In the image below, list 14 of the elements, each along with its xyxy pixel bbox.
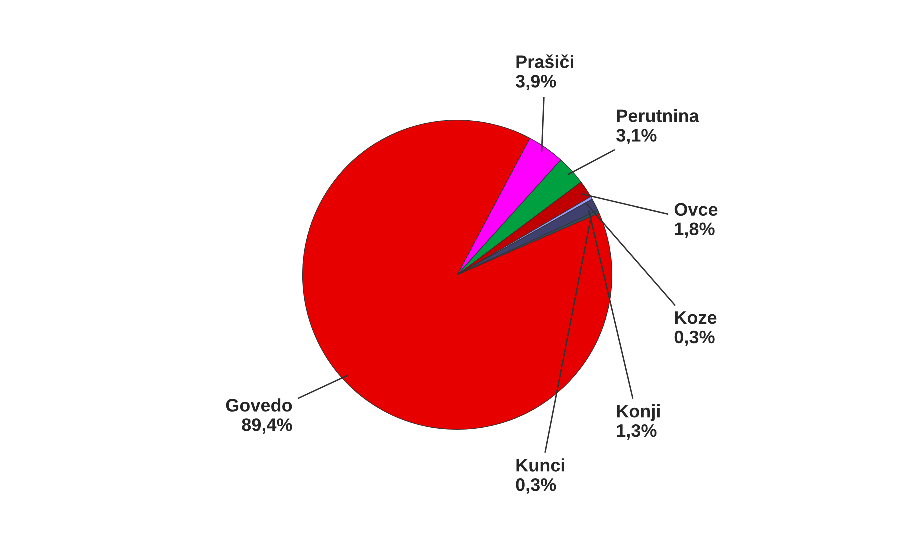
slice-label: Prašiči xyxy=(516,54,574,68)
slice-label: Koze xyxy=(675,312,717,324)
slice-label: Ovce xyxy=(674,203,718,216)
data-label: 1,8% xyxy=(675,222,715,238)
slice-label: Govedo xyxy=(226,398,292,412)
slice-label: Konji xyxy=(617,404,660,422)
data-label: 3,9% xyxy=(516,75,556,90)
data-label: 3,1% xyxy=(616,129,657,145)
data-label: 89,4% xyxy=(242,418,292,434)
data-label: 1,3% xyxy=(617,424,657,440)
slice-label: Kunci xyxy=(516,458,564,472)
data-label: 0,3% xyxy=(674,330,715,346)
slice-label: Perutnina xyxy=(617,109,700,122)
data-label: 0,3% xyxy=(516,478,556,494)
